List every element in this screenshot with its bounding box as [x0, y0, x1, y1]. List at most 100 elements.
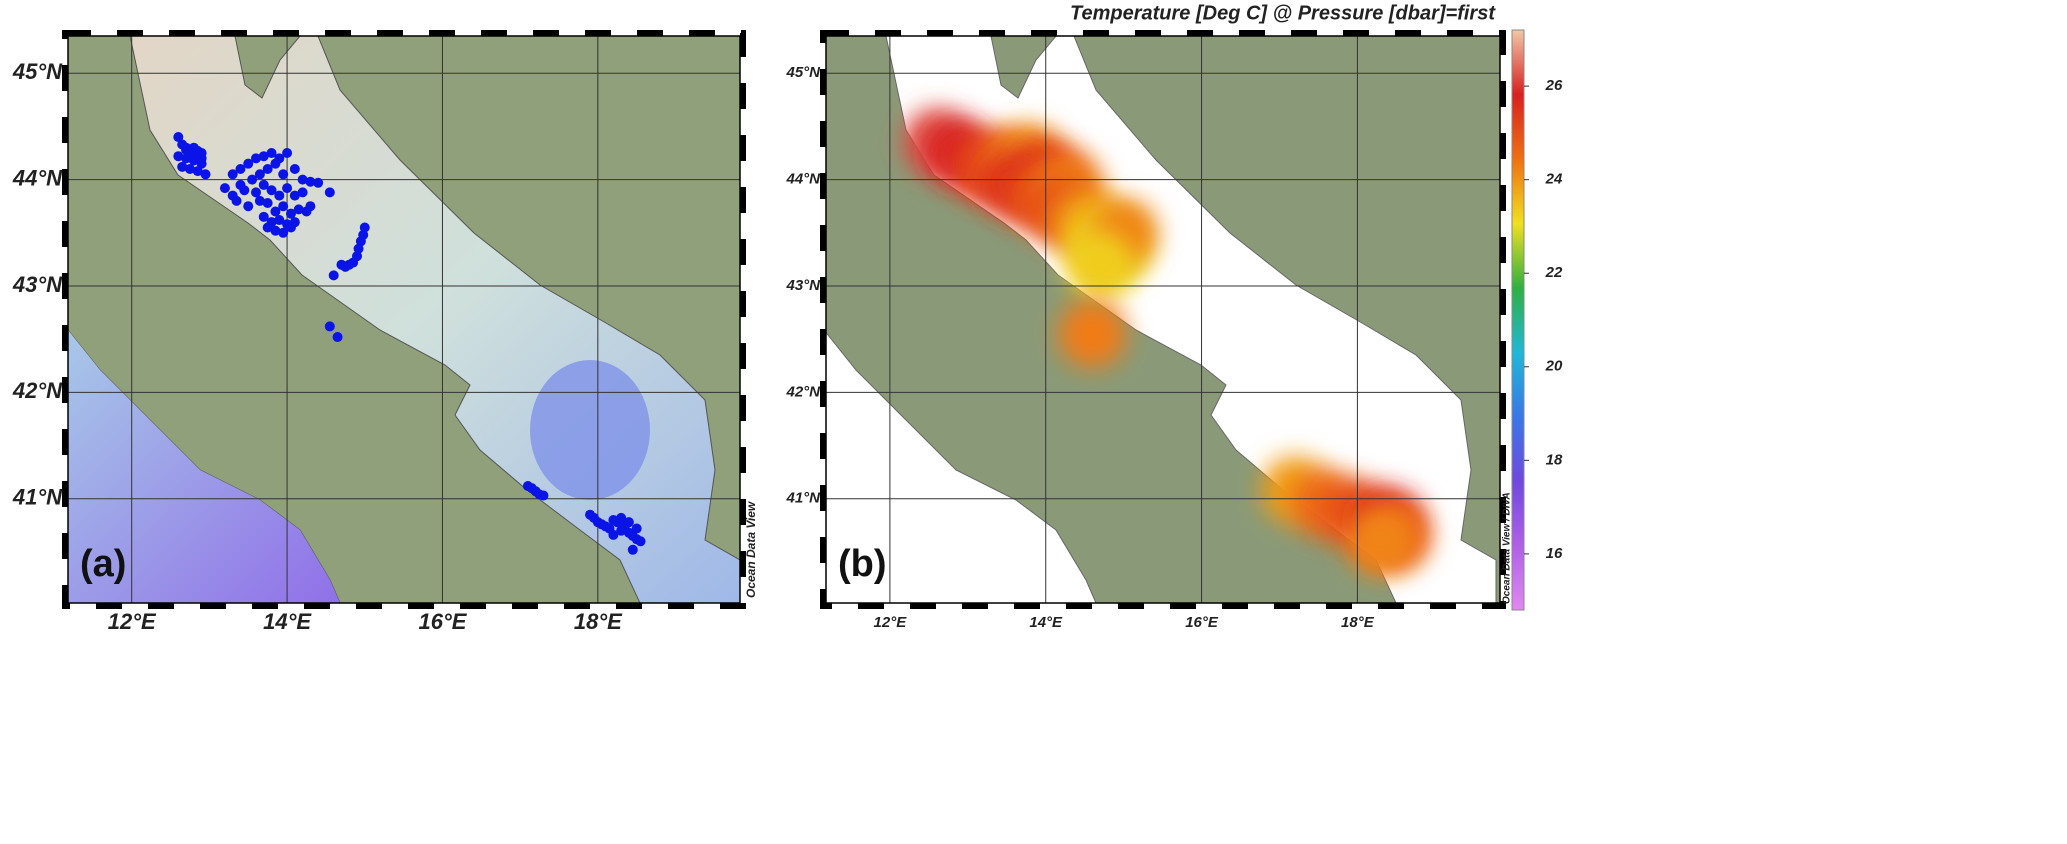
station — [627, 544, 638, 555]
station — [616, 512, 627, 523]
y-tick-label: 45°N — [785, 64, 821, 81]
station — [305, 201, 316, 212]
station — [305, 176, 316, 187]
station — [251, 187, 262, 198]
station — [635, 536, 646, 547]
colorbar-tick-label: 16 — [1546, 545, 1563, 562]
y-tick-label: 42°N — [785, 383, 821, 400]
station — [262, 222, 273, 233]
station — [254, 195, 265, 206]
station — [254, 169, 265, 180]
station — [359, 222, 370, 233]
station — [200, 169, 211, 180]
station — [173, 132, 184, 143]
station — [243, 201, 254, 212]
station — [608, 529, 619, 540]
station — [258, 179, 269, 190]
colorbar-scale — [1511, 29, 1525, 611]
station — [270, 206, 281, 217]
x-tick-label: 18°E — [574, 609, 623, 634]
station — [282, 148, 293, 159]
station — [328, 270, 339, 281]
station — [278, 201, 289, 212]
y-tick-label: 44°N — [785, 171, 821, 188]
x-tick-label: 16°E — [418, 609, 467, 634]
x-tick-label: 14°E — [1029, 614, 1063, 631]
x-tick-label: 18°E — [1341, 614, 1375, 631]
station — [247, 174, 258, 185]
panel-a-data — [68, 36, 740, 603]
station — [289, 163, 300, 174]
station — [219, 183, 230, 194]
colorbar-tick-label: 22 — [1545, 264, 1563, 281]
y-tick-label: 41°N — [785, 490, 821, 507]
station — [227, 169, 238, 180]
station — [538, 490, 549, 501]
frame — [825, 35, 1501, 604]
colorbar-tick-label: 24 — [1545, 171, 1563, 188]
station — [188, 151, 199, 162]
station — [258, 211, 269, 222]
station — [192, 166, 203, 177]
colorbar: 16 18 20 22 24 26 — [1511, 29, 1563, 611]
station — [274, 190, 285, 201]
station — [231, 195, 242, 206]
station — [297, 174, 308, 185]
station — [266, 185, 277, 196]
colorbar-tick-label: 20 — [1545, 358, 1563, 375]
station — [353, 243, 364, 254]
station — [332, 332, 343, 343]
station — [243, 158, 254, 169]
station — [293, 204, 304, 215]
station — [278, 169, 289, 180]
station — [251, 153, 262, 164]
credit: Ocean Data View / DIVA — [1502, 492, 1513, 604]
station — [235, 163, 246, 174]
panel-b-data — [826, 36, 1500, 603]
y-tick-label: 43°N — [12, 272, 63, 297]
station — [173, 151, 184, 162]
station — [262, 198, 273, 209]
station — [181, 153, 192, 164]
station — [196, 153, 207, 164]
y-tick-label: 45°N — [12, 59, 63, 84]
station — [285, 208, 296, 219]
station — [184, 163, 195, 174]
x-tick-label: 14°E — [263, 609, 312, 634]
field-cell — [1066, 230, 1135, 299]
station — [274, 215, 285, 226]
y-tick-label: 44°N — [12, 165, 63, 190]
field-cell — [1346, 507, 1415, 576]
station — [285, 222, 296, 233]
station — [266, 148, 277, 159]
credit: Ocean Data View — [744, 501, 758, 598]
y-tick-label: 41°N — [12, 485, 63, 510]
field-cell — [1058, 299, 1127, 368]
station — [631, 523, 642, 534]
y-tick-label: 42°N — [12, 378, 63, 403]
station — [297, 187, 308, 198]
x-tick-label: 16°E — [1185, 614, 1219, 631]
y-tick-label: 43°N — [785, 277, 821, 294]
panel-a-background — [68, 36, 740, 603]
station — [270, 225, 281, 236]
x-tick-label: 12°E — [108, 609, 157, 634]
station — [278, 227, 289, 238]
colorbar-tick-label: 26 — [1545, 77, 1563, 94]
station — [258, 151, 269, 162]
panel-label: (b) — [838, 543, 887, 585]
station — [313, 177, 324, 188]
station — [289, 190, 300, 201]
panel-label: (a) — [80, 543, 126, 585]
station — [282, 183, 293, 194]
frame — [67, 35, 741, 604]
station — [324, 321, 335, 332]
station — [324, 187, 335, 198]
station — [181, 144, 192, 155]
station — [623, 517, 634, 528]
x-tick-label: 12°E — [874, 614, 908, 631]
colorbar-title: Temperature [Deg C] @ Pressure [dbar]=fi… — [1070, 2, 1496, 24]
colorbar-tick-label: 18 — [1546, 451, 1563, 468]
station — [336, 259, 347, 270]
